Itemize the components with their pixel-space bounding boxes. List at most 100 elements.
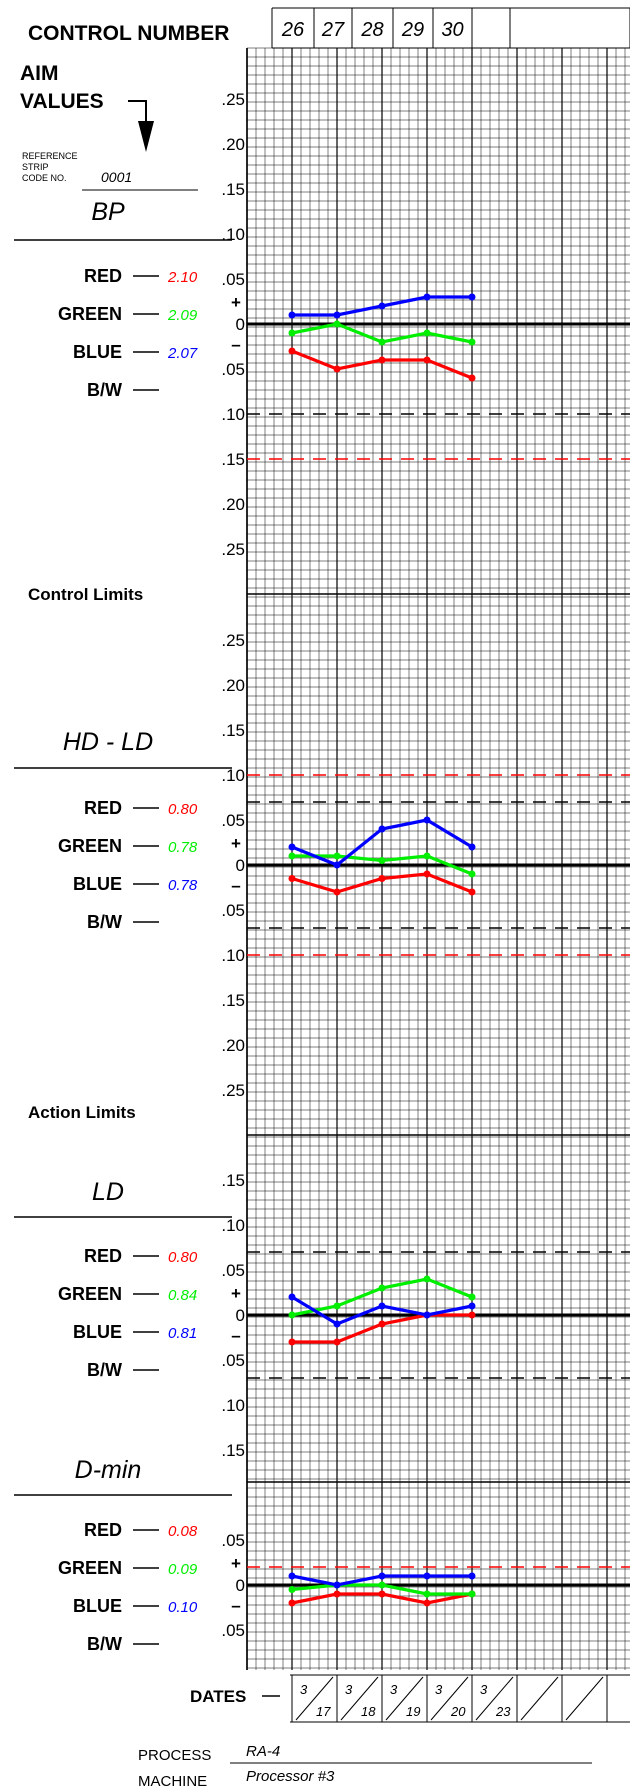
data-point-green bbox=[378, 1284, 386, 1292]
process-value: RA-4 bbox=[246, 1743, 280, 1760]
y-tick-upper: .10 bbox=[221, 766, 245, 785]
aim-value-red: 0.08 bbox=[168, 1523, 198, 1540]
y-tick-lower: .15 bbox=[221, 991, 245, 1010]
control-number-29: 29 bbox=[401, 19, 424, 41]
date-cell-slash bbox=[520, 1676, 559, 1721]
aim-value-blue: 0.81 bbox=[168, 1325, 197, 1342]
date-day: 19 bbox=[406, 1704, 420, 1719]
channel-label-bw: B/W bbox=[87, 1634, 122, 1654]
channel-label-blue: BLUE bbox=[73, 342, 122, 362]
aim-value-green: 2.09 bbox=[167, 307, 198, 324]
date-cell-slash bbox=[430, 1676, 469, 1721]
data-point-green bbox=[378, 1581, 386, 1589]
channel-label-blue: BLUE bbox=[73, 1322, 122, 1342]
y-tick-upper: .05 bbox=[221, 811, 245, 830]
process-label: PROCESS bbox=[138, 1747, 211, 1764]
y-tick-upper: .25 bbox=[221, 90, 245, 109]
chart-panel-1: .05 .10 .15 .20 .25 .05 .10 .15 .20 .25 0 + – HD - LD… bbox=[14, 593, 630, 1100]
y-tick-upper: .15 bbox=[221, 180, 245, 199]
y-tick-upper: .05 bbox=[221, 270, 245, 289]
channel-label-red: RED bbox=[84, 1520, 122, 1540]
data-point-red bbox=[288, 1599, 296, 1607]
data-point-blue bbox=[333, 861, 341, 869]
data-point-red bbox=[423, 1599, 431, 1607]
data-point-red bbox=[333, 888, 341, 896]
y-tick-upper: .20 bbox=[221, 676, 245, 695]
chart-panel-3: .05 .05 0 + – D-min RED 0.08 GREEN 0.09 BLUE 0.10 B/… bbox=[14, 1456, 630, 1654]
data-point-green bbox=[333, 852, 341, 860]
data-point-red bbox=[288, 875, 296, 882]
aim-arrow-icon bbox=[128, 100, 147, 121]
date-day: 18 bbox=[361, 1704, 376, 1719]
chart-panel-2: .05 .10 .15 .05 .10 .15 0 + – LD RED 0.80 GREEN 0.84 B… bbox=[14, 1134, 630, 1460]
data-point-green bbox=[468, 338, 476, 346]
ref-label-3: CODE NO. bbox=[22, 173, 67, 183]
data-point-blue bbox=[423, 1311, 431, 1319]
chart-panels: .05 .10 .15 .20 .25 .05 .10 .15 .20 .25 0 + – BP RED 2.… bbox=[14, 90, 630, 1654]
data-point-blue bbox=[333, 1581, 341, 1589]
y-tick-upper: .10 bbox=[221, 1216, 245, 1235]
minus-sign: – bbox=[231, 1596, 240, 1615]
aim-arrow-head-icon bbox=[138, 121, 154, 152]
ref-label-1: REFERENCE bbox=[22, 151, 78, 161]
y-tick-zero: 0 bbox=[236, 315, 245, 334]
data-point-blue bbox=[378, 302, 386, 310]
data-point-blue bbox=[288, 311, 296, 319]
date-cell-slash bbox=[340, 1676, 379, 1721]
machine-value: Processor #3 bbox=[246, 1768, 335, 1785]
data-point-green bbox=[468, 870, 476, 878]
y-tick-lower: .05 bbox=[221, 901, 245, 920]
aim-value-red: 0.80 bbox=[168, 801, 198, 818]
data-point-green bbox=[423, 1590, 431, 1598]
data-point-blue bbox=[288, 1572, 296, 1580]
data-point-green bbox=[423, 852, 431, 860]
data-point-red bbox=[378, 875, 386, 882]
data-point-red bbox=[468, 374, 476, 382]
data-point-blue bbox=[468, 843, 476, 851]
data-point-green bbox=[288, 852, 296, 860]
panel-title: HD - LD bbox=[63, 728, 153, 756]
aim-value-blue: 0.78 bbox=[168, 877, 198, 894]
date-day: 20 bbox=[450, 1704, 466, 1719]
minus-sign: – bbox=[231, 1326, 240, 1345]
aim-value-green: 0.84 bbox=[168, 1287, 197, 1304]
data-point-red bbox=[378, 1590, 386, 1598]
data-point-blue bbox=[423, 1572, 431, 1580]
y-tick-zero: 0 bbox=[236, 856, 245, 875]
data-point-green bbox=[468, 1293, 476, 1301]
channel-label-bw: B/W bbox=[87, 912, 122, 932]
y-tick-lower: .10 bbox=[221, 946, 245, 965]
machine-label: MACHINE bbox=[138, 1773, 207, 1788]
data-point-green bbox=[378, 857, 386, 864]
y-tick-lower: .25 bbox=[221, 1081, 245, 1100]
control-number-30: 30 bbox=[441, 19, 463, 41]
data-point-red bbox=[333, 365, 341, 373]
panel-title: D-min bbox=[75, 1456, 142, 1484]
ref-code-value: 0001 bbox=[101, 169, 132, 185]
data-point-red bbox=[468, 1311, 476, 1319]
y-tick-lower: .05 bbox=[221, 1621, 245, 1640]
y-tick-lower: .10 bbox=[221, 405, 245, 424]
date-month: 3 bbox=[435, 1682, 443, 1697]
channel-label-green: GREEN bbox=[58, 1558, 122, 1578]
data-point-green bbox=[423, 329, 431, 337]
data-point-green bbox=[288, 329, 296, 337]
date-cell-slash bbox=[295, 1676, 334, 1721]
data-point-blue bbox=[288, 843, 296, 851]
action-limits-label: Action Limits bbox=[28, 1103, 136, 1122]
aim-value-green: 0.78 bbox=[168, 839, 198, 856]
date-cells: 3 17 3 18 3 19 3 20 3 23 bbox=[290, 1674, 630, 1723]
date-day: 23 bbox=[495, 1704, 511, 1719]
date-month: 3 bbox=[480, 1682, 488, 1697]
y-tick-upper: .15 bbox=[221, 721, 245, 740]
date-month: 3 bbox=[345, 1682, 353, 1697]
data-point-red bbox=[333, 1338, 341, 1346]
plus-sign: + bbox=[231, 1284, 241, 1303]
data-point-red bbox=[423, 356, 431, 364]
channel-label-blue: BLUE bbox=[73, 1596, 122, 1616]
data-point-blue bbox=[378, 1302, 386, 1310]
channel-label-green: GREEN bbox=[58, 836, 122, 856]
channel-label-bw: B/W bbox=[87, 380, 122, 400]
y-tick-upper: .15 bbox=[221, 1171, 245, 1190]
data-point-red bbox=[423, 870, 431, 878]
